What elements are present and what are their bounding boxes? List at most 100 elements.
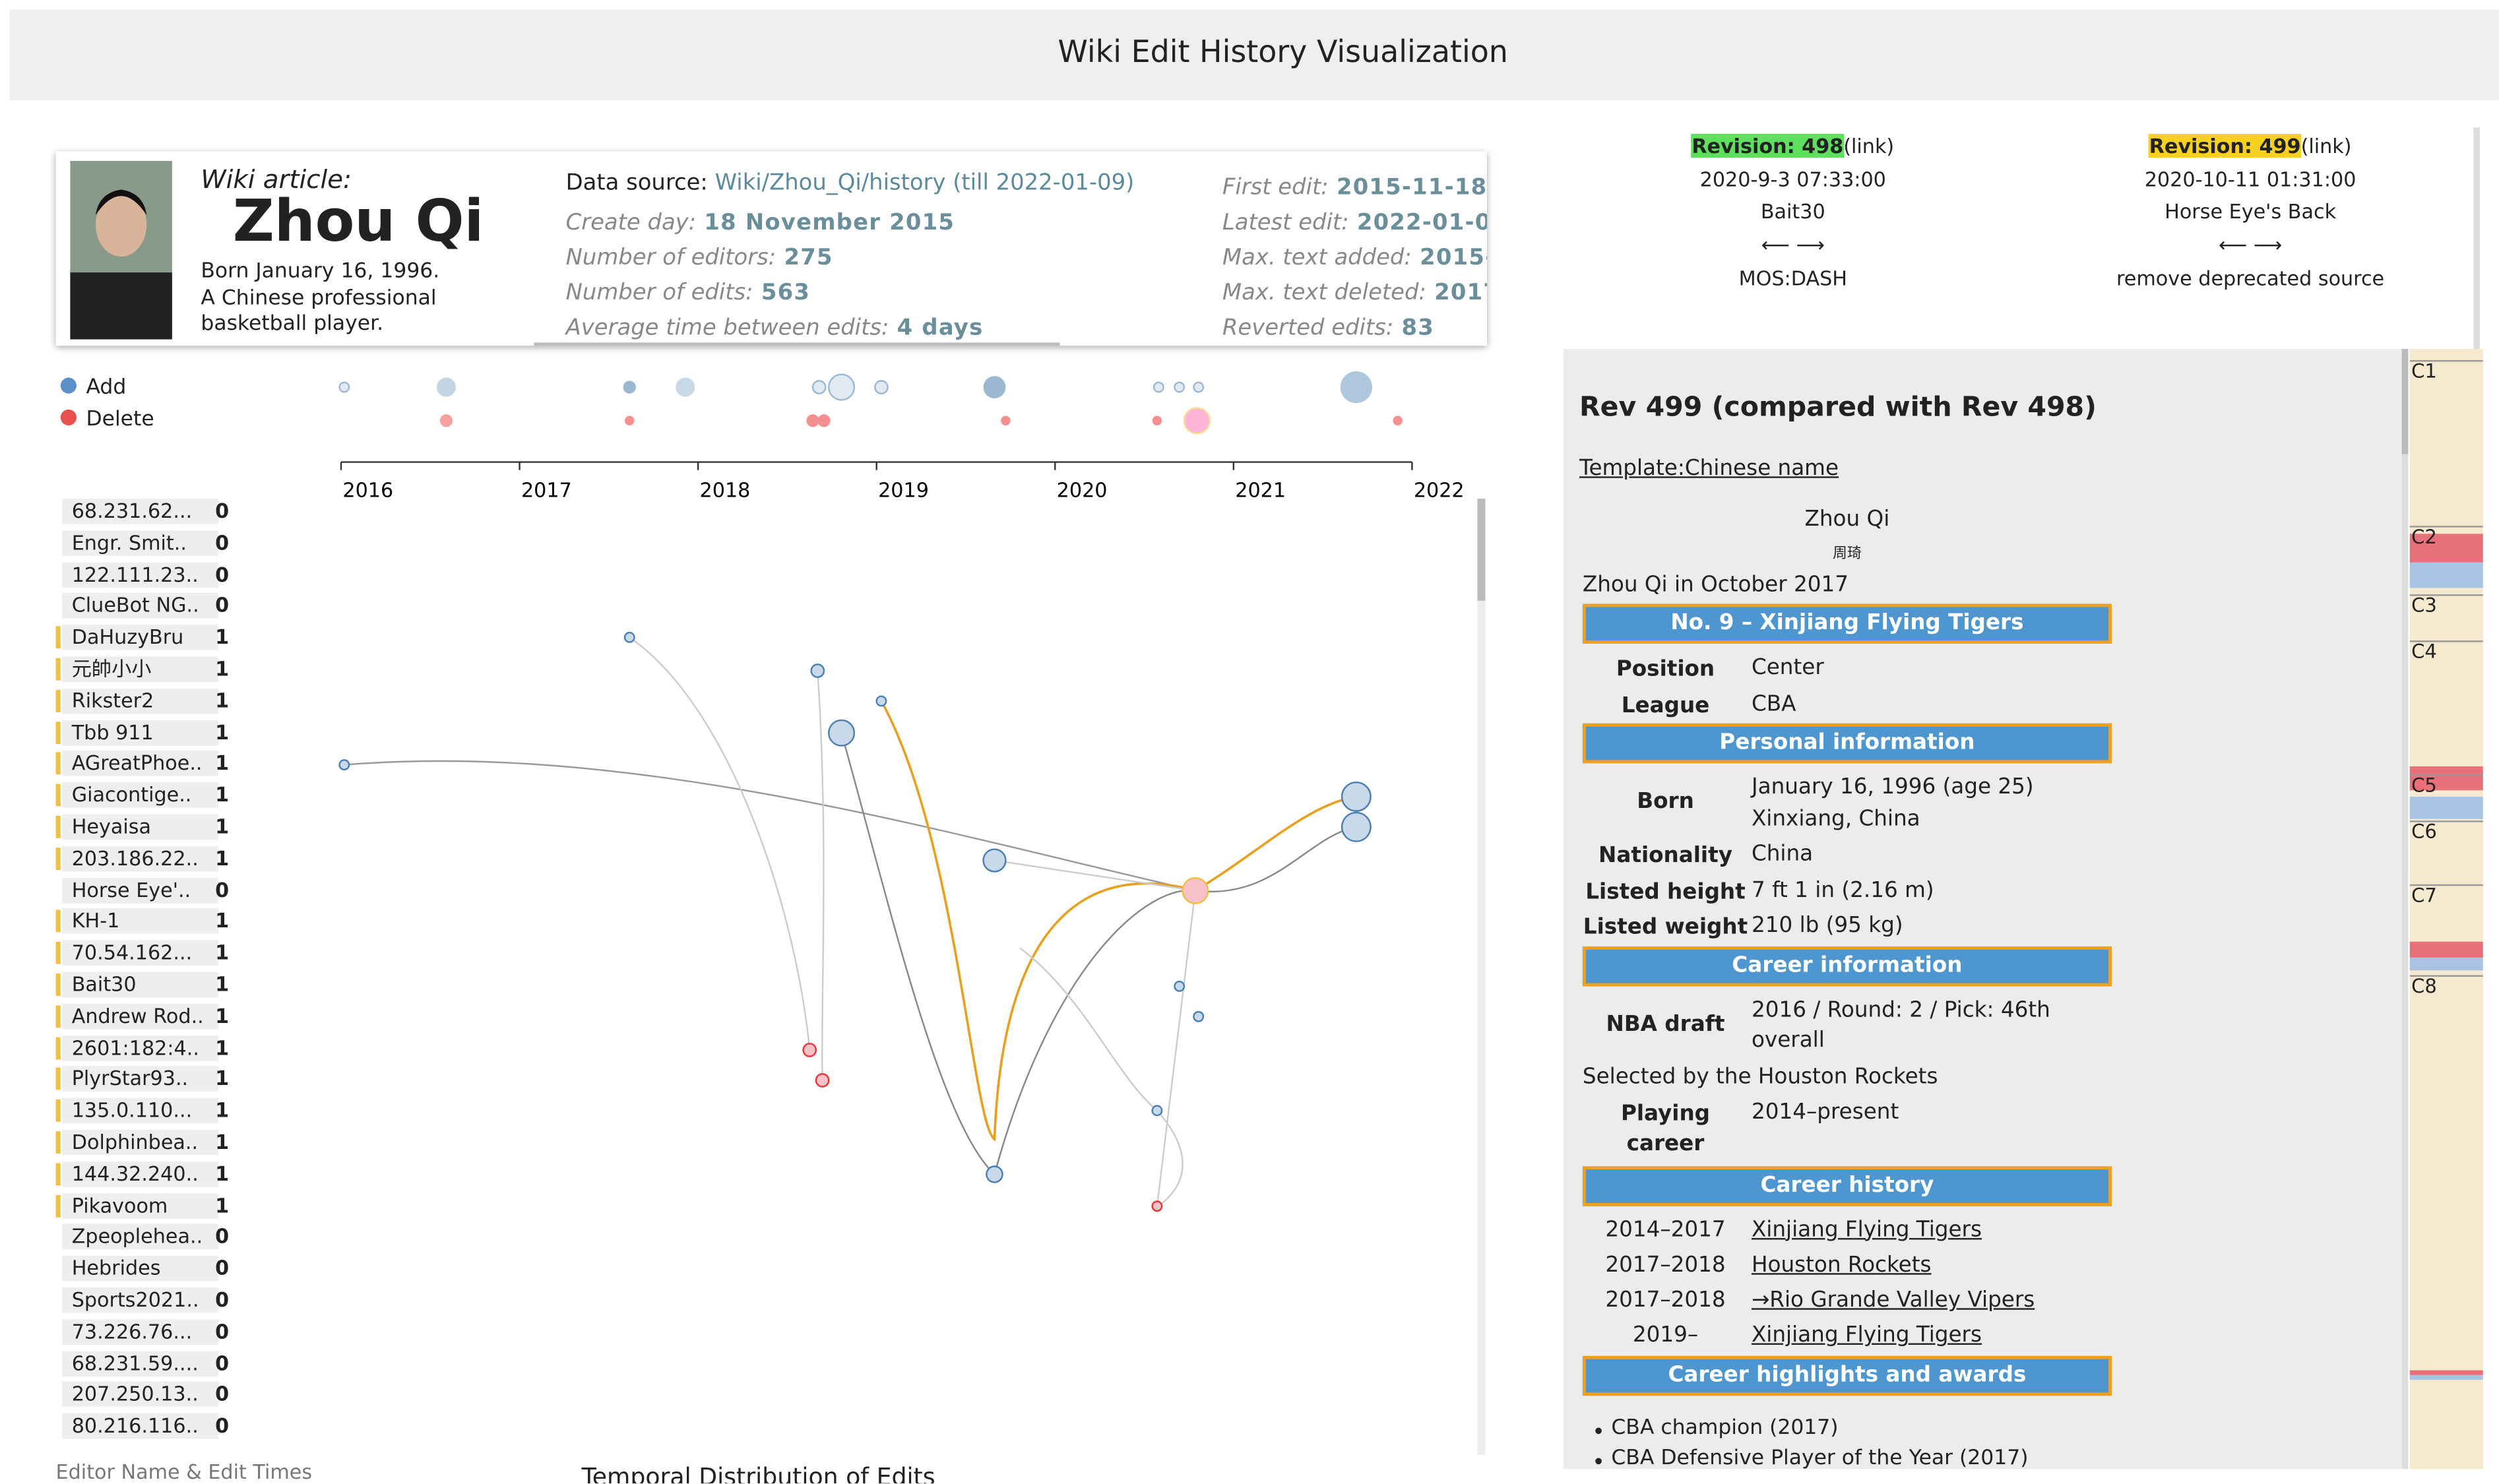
- editor-name: Heyaisa: [62, 814, 218, 840]
- editor-name: Zpeoplehea..: [62, 1224, 218, 1250]
- section-label: C7: [2411, 884, 2437, 907]
- stat-label: Max. text deleted:: [1222, 280, 1426, 306]
- article-name: Zhou Qi: [233, 189, 484, 255]
- stat-label: Create day:: [566, 210, 696, 236]
- infobox-label: Position: [1583, 655, 1748, 686]
- stat-row: Number of editors: 275: [566, 241, 984, 276]
- editor-count: 1: [215, 720, 229, 743]
- stat-value: 18 November 2015: [704, 210, 955, 236]
- editor-row: Engr. Smit..0: [56, 529, 279, 556]
- chart-label: Temporal Distribution of Edits: [582, 1463, 935, 1483]
- stat-value: 275: [784, 245, 833, 271]
- portrait: [70, 161, 172, 340]
- editor-name: PlyrStar93..: [62, 1067, 218, 1092]
- editor-bar: [56, 1320, 61, 1343]
- source-link[interactable]: Wiki/Zhou_Qi/history (till 2022-01-09): [715, 170, 1135, 196]
- editor-name: Andrew Rod..: [62, 1003, 218, 1029]
- year-label: 2016: [342, 479, 393, 503]
- editor-row: 80.216.116..0: [56, 1412, 279, 1439]
- stat-value: 4 days: [897, 315, 984, 341]
- editor-row: Horse Eye'..0: [56, 876, 279, 903]
- editor-count: 1: [215, 846, 229, 869]
- infobox-label: Playing career: [1583, 1099, 1748, 1161]
- infobox-header: Career highlights and awards: [1583, 1355, 2112, 1395]
- history-period: 2014–2017: [1583, 1216, 1748, 1242]
- revision-header: Revision: 499(link)2020-10-11 01:31:00Ho…: [2011, 131, 2490, 295]
- editor-bar: [56, 974, 61, 996]
- year-label: 2020: [1057, 479, 1108, 503]
- stat-row: Create day: 18 November 2015: [566, 206, 984, 241]
- editor-name: Hebrides: [62, 1256, 218, 1282]
- edit-dots: [340, 371, 1403, 433]
- editor-count: 1: [215, 1161, 229, 1185]
- stat-row: Max. text added: 2015-: [1222, 241, 1487, 276]
- infobox-value: January 16, 1996 (age 25): [1752, 774, 2034, 800]
- editor-name: 207.250.13..: [62, 1382, 218, 1407]
- revision-title: Revision: 499(link): [2011, 131, 2490, 164]
- history-period: 2019–: [1583, 1323, 1748, 1349]
- editor-bar: [56, 942, 61, 964]
- editor-count: 1: [215, 656, 229, 680]
- stat-label: Reverted edits:: [1222, 315, 1393, 341]
- revision-link[interactable]: (link): [1843, 134, 1894, 158]
- diff-scrollbar: [2402, 349, 2409, 1469]
- infobox-value: Xinxiang, China: [1752, 805, 1920, 831]
- infobox-value: Center: [1752, 655, 1824, 681]
- history-team[interactable]: Xinjiang Flying Tigers: [1752, 1216, 1982, 1242]
- editor-bar: [56, 690, 61, 712]
- editor-name: 80.216.116..: [62, 1413, 218, 1439]
- editor-count: 1: [215, 909, 229, 933]
- year-label: 2017: [521, 479, 572, 503]
- editor-bar: [56, 784, 61, 807]
- page-title: Wiki Edit History Visualization: [0, 35, 2499, 70]
- editor-row: 70.54.162...1: [56, 939, 279, 966]
- history-team[interactable]: Houston Rockets: [1752, 1252, 1932, 1278]
- year-label: 2022: [1414, 479, 1465, 503]
- source-line: Data source: Wiki/Zhou_Qi/history (till …: [566, 170, 1135, 196]
- editor-count: 1: [215, 1192, 229, 1216]
- editor-row: 68.231.59....0: [56, 1349, 279, 1376]
- editor-bar: [56, 1037, 61, 1059]
- award-item: CBA Defensive Player of the Year (2017): [1611, 1447, 2028, 1469]
- template-link[interactable]: Template:Chinese name: [1579, 456, 1839, 481]
- stat-row: Average time between edits: 4 days: [566, 311, 984, 346]
- stat-row: Reverted edits: 83: [1222, 311, 1487, 346]
- editor-count: 0: [215, 1351, 229, 1375]
- editor-name: 68.231.59....: [62, 1351, 218, 1376]
- revision-arrows: ⟵ ⟶: [1554, 230, 2032, 263]
- editor-name: Bait30: [62, 972, 218, 998]
- scrollbar: [534, 342, 1060, 346]
- editor-bar: [56, 563, 61, 586]
- editor-count: 1: [215, 751, 229, 775]
- editor-name: 68.231.62...: [62, 499, 218, 524]
- bullet: [1595, 1458, 1602, 1465]
- editor-count: 1: [215, 941, 229, 964]
- editor-count: 0: [215, 562, 229, 586]
- stat-value: 563: [761, 280, 810, 306]
- editor-row: 203.186.22..1: [56, 844, 279, 871]
- infobox-label: Listed height: [1583, 877, 1748, 908]
- stat-row: Latest edit: 2022-01-0: [1222, 206, 1487, 241]
- editor-row: Rikster21: [56, 687, 279, 714]
- editor-bar: [56, 721, 61, 743]
- revision-label: Revision: 499: [2149, 134, 2301, 158]
- editor-count: 0: [215, 1256, 229, 1280]
- article-description: Born January 16, 1996.A Chinese professi…: [201, 260, 439, 339]
- history-team[interactable]: Xinjiang Flying Tigers: [1752, 1323, 1982, 1349]
- infobox-header: Career information: [1583, 946, 2112, 985]
- revision-arrows: ⟵ ⟶: [2011, 230, 2490, 263]
- stat-label: Number of editors:: [566, 245, 776, 271]
- editor-bar: [56, 501, 61, 523]
- year-label: 2019: [878, 479, 929, 503]
- infobox-label: League: [1583, 691, 1748, 722]
- infobox-value: 2014–present: [1752, 1099, 1899, 1125]
- editor-row: Andrew Rod..1: [56, 1002, 279, 1029]
- section-label: C2: [2411, 526, 2437, 548]
- editor-name: 203.186.22..: [62, 846, 218, 871]
- history-team[interactable]: →Rio Grande Valley Vipers: [1752, 1287, 2035, 1313]
- stats-right: First edit: 2015-11-18Latest edit: 2022-…: [1222, 170, 1487, 346]
- editor-count: 0: [215, 1224, 229, 1248]
- revision-link[interactable]: (link): [2301, 134, 2352, 158]
- year-label: 2021: [1235, 479, 1286, 503]
